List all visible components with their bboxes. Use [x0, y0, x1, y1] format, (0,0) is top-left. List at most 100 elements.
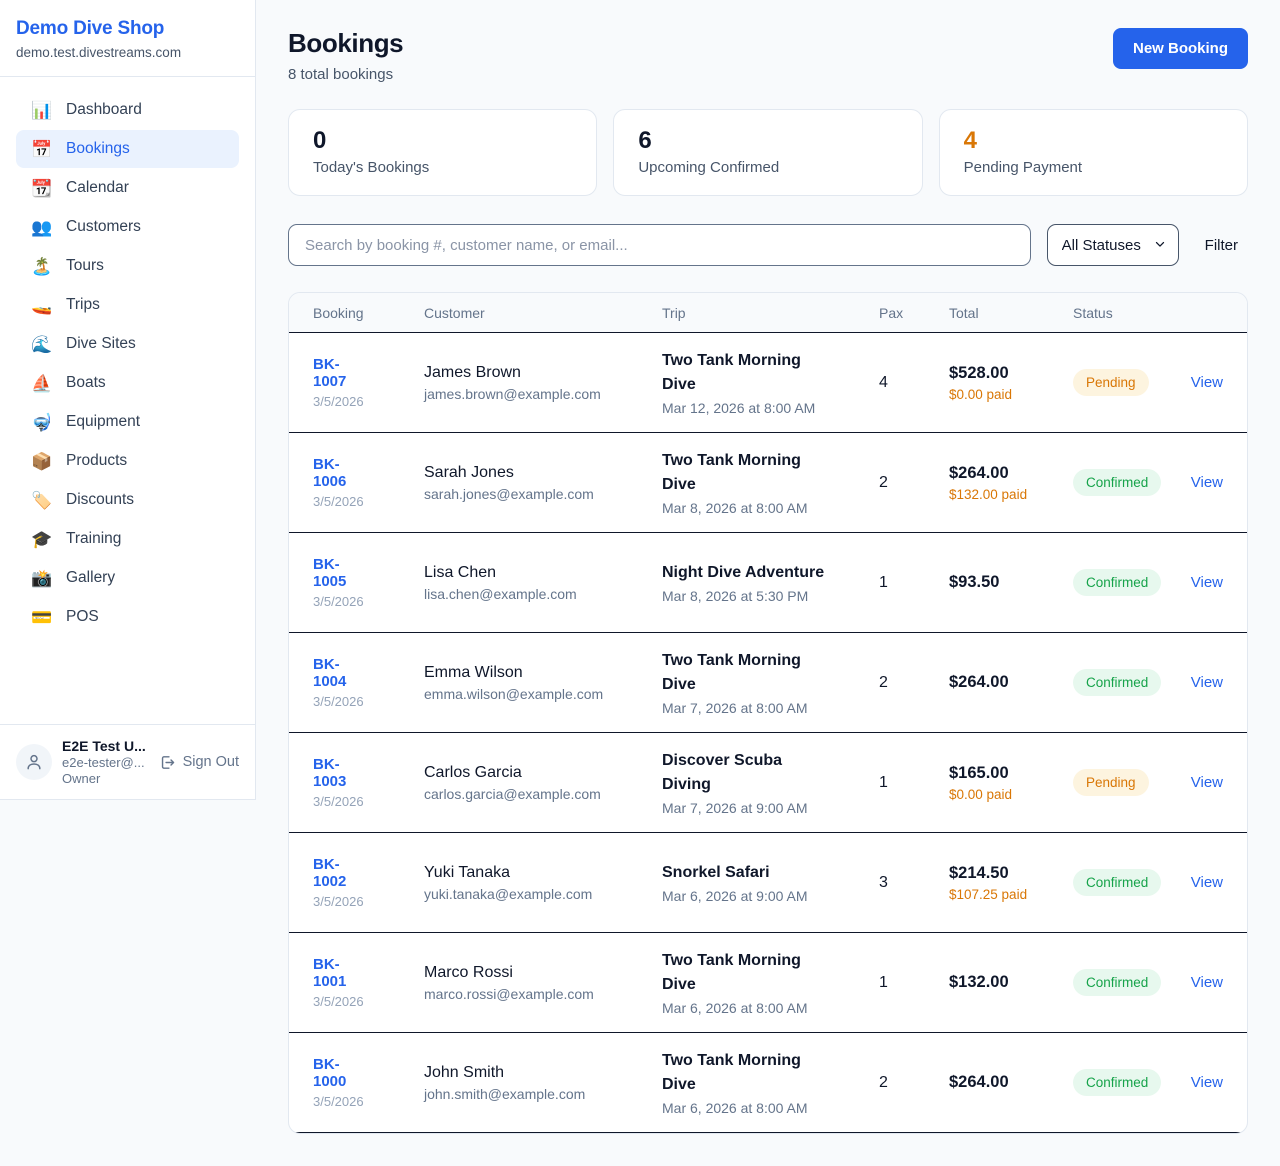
stat-value: 0 — [313, 127, 327, 154]
customer-name: John Smith — [424, 1063, 505, 1081]
sidebar-item[interactable]: 📦 Products — [16, 442, 239, 480]
customer-name: James Brown — [424, 363, 521, 381]
sidebar-item-label: Boats — [66, 374, 106, 391]
sidebar-item[interactable]: 📸 Gallery — [16, 559, 239, 597]
booking-number-link[interactable]: BK-1003 — [313, 756, 347, 790]
view-link[interactable]: View — [1190, 573, 1223, 591]
booking-date: 3/5/2026 — [313, 594, 364, 609]
customer-name: Lisa Chen — [424, 563, 497, 581]
view-link[interactable]: View — [1190, 473, 1223, 491]
sidebar-item[interactable]: 🤿 Equipment — [16, 403, 239, 441]
view-link[interactable]: View — [1190, 873, 1223, 891]
status-filter-select[interactable]: All Statuses — [1046, 224, 1179, 266]
customers-icon: 👥 — [31, 217, 53, 237]
sidebar-item-label: Gallery — [66, 569, 116, 586]
total-amount: $93.50 — [949, 573, 1000, 591]
total-amount: $528.00 — [949, 363, 1009, 382]
status-badge: Confirmed — [1073, 469, 1162, 496]
status-badge: Confirmed — [1073, 669, 1162, 696]
pos-icon: 💳 — [31, 607, 53, 627]
main-content: Bookings 8 total bookings New Booking 0 … — [256, 0, 1280, 1166]
column-header-customer: Customer — [424, 304, 485, 321]
table-row: BK-1001 3/5/2026 Marco Rossi marco.rossi… — [289, 933, 1247, 1033]
booking-number-link[interactable]: BK-1005 — [313, 556, 347, 590]
view-link[interactable]: View — [1190, 973, 1223, 991]
table-row: BK-1007 3/5/2026 James Brown james.brown… — [289, 333, 1247, 433]
column-header-pax: Pax — [879, 304, 904, 321]
sidebar-item[interactable]: ⛵ Boats — [16, 364, 239, 402]
booking-number-link[interactable]: BK-1002 — [313, 856, 347, 890]
pax-count: 3 — [879, 873, 888, 891]
total-amount: $214.50 — [949, 863, 1009, 882]
sidebar-item[interactable]: 📊 Dashboard — [16, 91, 239, 129]
stat-card: 6 Upcoming Confirmed — [613, 109, 923, 196]
trip-name: Two Tank Morning Dive — [662, 952, 801, 993]
sidebar-item[interactable]: 💳 POS — [16, 598, 239, 636]
page-header: Bookings 8 total bookings New Booking — [288, 28, 1248, 83]
column-header-status: Status — [1073, 304, 1113, 321]
sidebar-item-label: Discounts — [66, 491, 135, 508]
pax-count: 1 — [879, 573, 888, 591]
sidebar-item[interactable]: 🏷️ Discounts — [16, 481, 239, 519]
customer-name: Yuki Tanaka — [424, 863, 510, 881]
view-link[interactable]: View — [1190, 773, 1223, 791]
booking-number-link[interactable]: BK-1001 — [313, 956, 347, 990]
user-role: Owner — [62, 771, 101, 786]
stat-value: 6 — [638, 127, 652, 154]
table-header-row: Booking Customer Trip Pax Total Status — [289, 293, 1247, 333]
booking-date: 3/5/2026 — [313, 1094, 364, 1109]
sidebar-item[interactable]: 🌊 Dive Sites — [16, 325, 239, 363]
sign-out-button[interactable]: Sign Out — [159, 754, 239, 771]
trip-name: Two Tank Morning Dive — [662, 352, 801, 393]
filter-bar: All Statuses Filter — [288, 224, 1248, 266]
table-row: BK-1006 3/5/2026 Sarah Jones sarah.jones… — [289, 433, 1247, 533]
filter-button[interactable]: Filter — [1204, 236, 1238, 254]
pax-count: 1 — [879, 773, 888, 791]
sidebar-item[interactable]: 🎓 Training — [16, 520, 239, 558]
products-icon: 📦 — [31, 451, 53, 471]
user-footer: E2E Test U... e2e-tester@... Owner Sign … — [0, 724, 255, 799]
total-bookings-count: 8 total bookings — [288, 66, 394, 83]
paid-amount: $0.00 paid — [949, 386, 1013, 402]
stat-label: Today's Bookings — [313, 159, 430, 176]
sign-out-icon — [161, 755, 174, 769]
new-booking-button[interactable]: New Booking — [1112, 28, 1248, 69]
sidebar: Demo Dive Shop demo.test.divestreams.com… — [0, 0, 256, 800]
customer-email: emma.wilson@example.com — [424, 685, 604, 702]
sidebar-item[interactable]: 📅 Bookings — [16, 130, 239, 168]
sidebar-item[interactable]: 🚤 Trips — [16, 286, 239, 324]
total-amount: $264.00 — [949, 673, 1009, 691]
equipment-icon: 🤿 — [31, 412, 53, 432]
trip-datetime: Mar 8, 2026 at 5:30 PM — [662, 588, 809, 604]
status-badge: Pending — [1073, 769, 1149, 796]
trip-datetime: Mar 7, 2026 at 9:00 AM — [662, 800, 808, 816]
sidebar-item[interactable]: 👥 Customers — [16, 208, 239, 246]
sidebar-item-label: Training — [66, 530, 122, 547]
sidebar-item[interactable]: 📆 Calendar — [16, 169, 239, 207]
sidebar-item-label: Customers — [66, 218, 141, 235]
booking-date: 3/5/2026 — [313, 994, 364, 1009]
training-icon: 🎓 — [31, 529, 53, 549]
trip-datetime: Mar 12, 2026 at 8:00 AM — [662, 400, 816, 416]
booking-number-link[interactable]: BK-1006 — [313, 456, 347, 490]
bookings-icon: 📅 — [31, 139, 53, 159]
user-meta: E2E Test U... e2e-tester@... Owner — [62, 738, 146, 786]
trip-datetime: Mar 6, 2026 at 9:00 AM — [662, 888, 808, 904]
view-link[interactable]: View — [1190, 1073, 1223, 1091]
sidebar-item-label: Dive Sites — [66, 335, 136, 352]
view-link[interactable]: View — [1190, 373, 1223, 391]
column-header-trip: Trip — [662, 304, 686, 321]
booking-number-link[interactable]: BK-1004 — [313, 656, 347, 690]
view-link[interactable]: View — [1190, 673, 1223, 691]
booking-number-link[interactable]: BK-1000 — [313, 1056, 347, 1090]
trip-name: Snorkel Safari — [662, 864, 770, 881]
booking-number-link[interactable]: BK-1007 — [313, 356, 347, 390]
search-input[interactable] — [288, 224, 1031, 266]
stat-card: 0 Today's Bookings — [288, 109, 598, 196]
pax-count: 4 — [879, 373, 888, 391]
trip-name: Night Dive Adventure — [662, 564, 825, 581]
total-amount: $264.00 — [949, 463, 1009, 482]
pax-count: 1 — [879, 973, 888, 991]
sidebar-item[interactable]: 🏝️ Tours — [16, 247, 239, 285]
sidebar-item-label: Dashboard — [66, 101, 142, 118]
